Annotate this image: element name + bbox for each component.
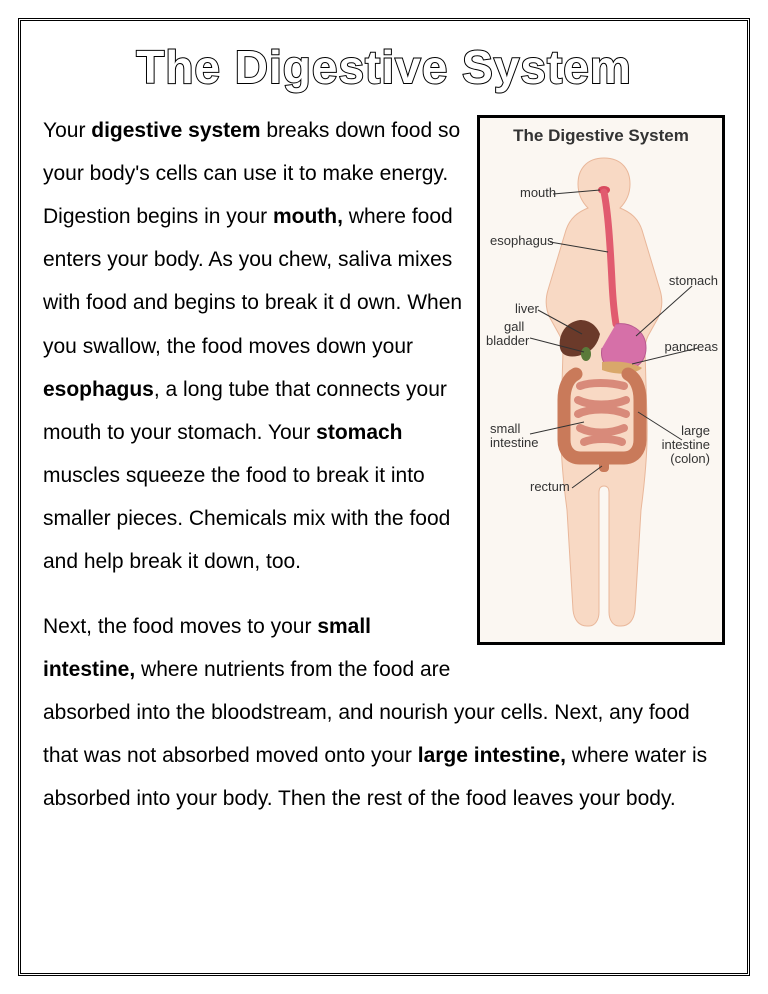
label-colon: (colon): [670, 452, 710, 466]
diagram-title: The Digestive System: [480, 126, 722, 146]
p1-b4: stomach: [316, 421, 402, 444]
label-pancreas: pancreas: [665, 340, 718, 354]
label-liver: liver: [515, 302, 539, 316]
label-intestine: intestine: [490, 436, 538, 450]
label-stomach: stomach: [669, 274, 718, 288]
p2-t1: Next, the food moves to your: [43, 615, 317, 638]
label-rectum: rectum: [530, 480, 570, 494]
page-title: The Digestive System: [43, 43, 725, 91]
p1-t1: Your: [43, 119, 91, 142]
label-bladder: bladder: [486, 334, 529, 348]
page-frame: The Digestive System The Digestive Syste…: [18, 18, 750, 976]
label-esophagus: esophagus: [490, 234, 554, 248]
p1-b2: mouth,: [273, 205, 343, 228]
p1-b1: digestive system: [91, 119, 260, 142]
p1-b3: esophagus: [43, 378, 154, 401]
digestive-diagram: The Digestive System: [477, 115, 725, 645]
p2-b2: large intestine,: [418, 744, 566, 767]
p1-t5: muscles squeeze the food to break it int…: [43, 464, 450, 573]
label-mouth: mouth: [520, 186, 556, 200]
diagram-svg: [480, 152, 728, 642]
